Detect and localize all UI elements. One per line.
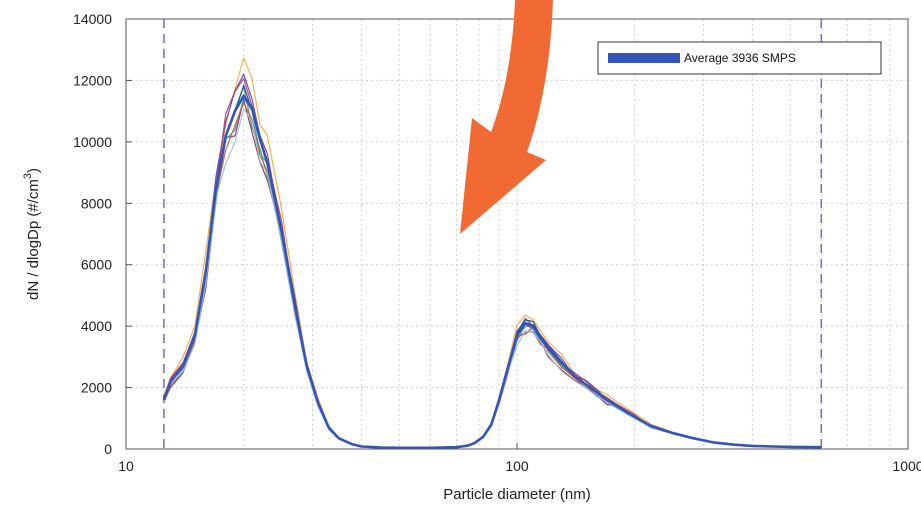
series-lines	[162, 57, 822, 450]
y-tick-label: 12000	[73, 72, 112, 88]
legend-entry-label: Average 3936 SMPS	[684, 51, 796, 65]
legend: Average 3936 SMPS	[597, 41, 882, 75]
x-tick-label: 100	[505, 458, 529, 474]
series-line	[163, 57, 822, 449]
x-axis-ticks: 10 100 1000	[118, 443, 921, 474]
y-axis-label: dN / dlogDp (#/cm3)	[22, 168, 42, 300]
y-tick-label: 10000	[73, 134, 112, 150]
x-axis-label: Particle diameter (nm)	[443, 486, 591, 503]
y-tick-label: 6000	[81, 257, 112, 273]
legend-swatch	[608, 53, 680, 63]
x-tick-label: 1000	[892, 458, 921, 474]
reference-lines	[163, 19, 823, 449]
y-axis-ticks: 0 2000 4000 6000 8000 10000 12000 14000	[73, 11, 132, 457]
y-axis-label-superscript: 3	[22, 173, 34, 179]
series-line	[162, 94, 822, 450]
y-tick-label: 2000	[81, 380, 112, 396]
y-axis-label-main: dN / dlogDp (#/cm	[25, 179, 42, 300]
y-tick-label: 14000	[73, 11, 112, 27]
y-tick-label: 4000	[81, 318, 112, 334]
annotation-arrow	[460, 0, 553, 234]
x-tick-label: 10	[118, 458, 134, 474]
y-tick-label: 0	[104, 441, 112, 457]
y-axis-label-suffix: )	[25, 168, 42, 173]
y-tick-label: 8000	[81, 195, 112, 211]
